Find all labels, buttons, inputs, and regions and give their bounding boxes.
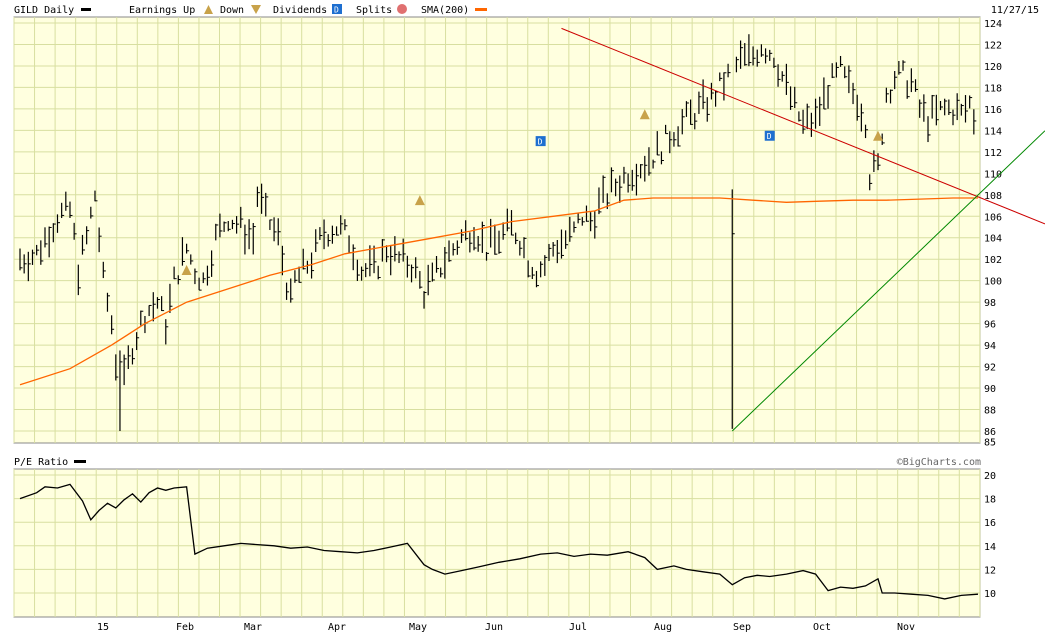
pe-y-tick-label: 10 bbox=[984, 589, 996, 600]
dividends-icon-letter: D bbox=[334, 6, 339, 15]
earnings-up-marker-icon bbox=[414, 195, 425, 206]
splits-icon bbox=[397, 4, 407, 14]
dividend-marker-icon bbox=[535, 136, 546, 147]
x-axis-tick-label: Feb bbox=[176, 622, 194, 633]
price-y-tick-label: 94 bbox=[984, 341, 996, 352]
price-y-tick-label: 124 bbox=[984, 19, 1002, 30]
trendlines bbox=[561, 27, 1045, 432]
price-y-tick-label: 86 bbox=[984, 427, 996, 438]
pe-title: P/E Ratio bbox=[14, 457, 68, 468]
bigcharts-watermark: ©BigCharts.com bbox=[897, 457, 981, 468]
dividend-marker-letter: D bbox=[538, 138, 543, 147]
price-y-tick-label: 118 bbox=[984, 83, 1002, 94]
price-y-tick-label: 88 bbox=[984, 406, 996, 417]
pe-line bbox=[19, 483, 979, 600]
x-axis-tick-label: Apr bbox=[328, 622, 346, 633]
price-y-tick-label: 108 bbox=[984, 191, 1002, 202]
earnings-down-icon bbox=[251, 5, 261, 14]
symbol-label: GILD Daily bbox=[14, 5, 74, 16]
dividend-marker-icon bbox=[764, 130, 775, 141]
price-y-tick-label: 104 bbox=[984, 234, 1002, 245]
price-y-tick-label: 114 bbox=[984, 126, 1002, 137]
earnings-up-icon bbox=[204, 5, 213, 14]
event-markers: DD bbox=[181, 109, 884, 275]
x-axis-tick-label: 15 bbox=[97, 622, 109, 633]
x-axis-tick-label: May bbox=[409, 622, 427, 633]
price-y-axis: 86 88 90 92 94 96 98 100 102 104 106 108 110 112 114 11… bbox=[984, 19, 1002, 449]
pe-y-tick-label: 18 bbox=[984, 495, 996, 506]
x-axis-tick-label: Jun bbox=[485, 622, 503, 633]
price-y-tick-label: 112 bbox=[984, 148, 1002, 159]
pe-y-tick-label: 20 bbox=[984, 471, 996, 482]
price-y-tick-label: 90 bbox=[984, 384, 996, 395]
x-axis-tick-label: Oct bbox=[813, 622, 831, 633]
price-y-tick-label: 102 bbox=[984, 255, 1002, 266]
pe-y-axis: 10 12 14 16 18 20 bbox=[984, 471, 996, 600]
price-bars bbox=[19, 34, 977, 431]
price-y-tick-label: 116 bbox=[984, 105, 1002, 116]
price-y-tick-label: 110 bbox=[984, 169, 1002, 180]
price-y-tick-label: 120 bbox=[984, 62, 1002, 73]
earnings-up-marker-icon bbox=[181, 264, 192, 275]
x-axis-tick-label: Jul bbox=[569, 622, 587, 633]
dividend-marker-letter: D bbox=[767, 132, 772, 141]
pe-legend-swatch bbox=[74, 460, 86, 463]
x-axis-tick-label: Sep bbox=[733, 622, 751, 633]
header-bar: GILD Daily Earnings Up Down Dividends D … bbox=[14, 4, 1039, 16]
price-y-tick-label: 92 bbox=[984, 363, 996, 374]
symbol-legend-swatch bbox=[81, 8, 91, 11]
support-trendline bbox=[731, 130, 1045, 432]
x-axis-labels: 15 Feb Mar Apr May Jun Jul Aug Sep Oct Nov bbox=[97, 622, 915, 633]
earnings-up-label: Earnings Up bbox=[129, 5, 195, 16]
pe-y-tick-label: 14 bbox=[984, 542, 996, 553]
earnings-up-marker-icon bbox=[873, 130, 884, 141]
price-y-tick-label: 100 bbox=[984, 277, 1002, 288]
x-axis-tick-label: Aug bbox=[654, 622, 672, 633]
x-axis-tick-label: Nov bbox=[897, 622, 915, 633]
pe-ratio-line bbox=[19, 483, 979, 600]
pe-y-tick-label: 12 bbox=[984, 565, 996, 576]
price-y-tick-label: 98 bbox=[984, 298, 996, 309]
pe-y-tick-label: 16 bbox=[984, 518, 996, 529]
sma-line bbox=[19, 197, 978, 386]
price-plot-bg bbox=[13, 16, 981, 444]
price-y-tick-label: 106 bbox=[984, 212, 1002, 223]
header-date: 11/27/15 bbox=[991, 5, 1039, 16]
sma-legend-swatch bbox=[475, 8, 487, 11]
resistance-trendline bbox=[561, 27, 1045, 225]
price-y-tick-label: 96 bbox=[984, 320, 996, 331]
sma200-line bbox=[19, 197, 978, 386]
splits-label: Splits bbox=[356, 5, 392, 16]
pe-plot-bg bbox=[13, 468, 981, 618]
pe-gridlines bbox=[13, 469, 981, 617]
dividends-icon bbox=[332, 4, 342, 14]
x-axis-tick-label: Mar bbox=[244, 622, 262, 633]
dividends-label: Dividends bbox=[273, 5, 327, 16]
price-y-tick-label: 85 bbox=[984, 438, 996, 449]
price-y-tick-label: 122 bbox=[984, 40, 1002, 51]
sma-label: SMA(200) bbox=[421, 5, 469, 16]
earnings-down-label: Down bbox=[220, 5, 244, 16]
earnings-up-marker-icon bbox=[639, 109, 650, 120]
